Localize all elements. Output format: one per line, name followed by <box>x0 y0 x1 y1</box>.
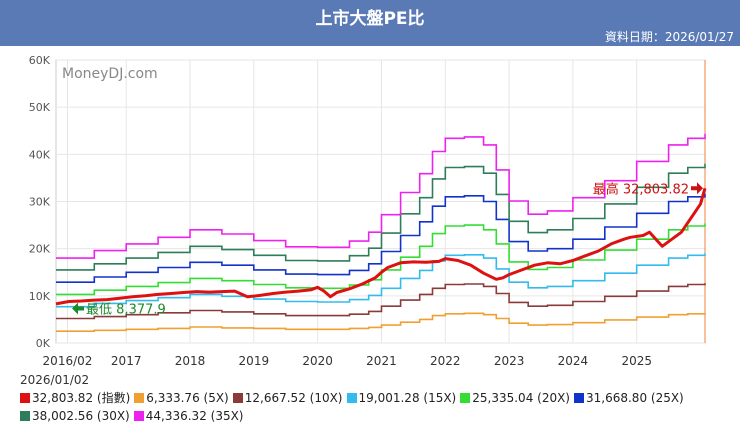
y-tick-label: 20K <box>29 243 51 256</box>
y-tick-label: 10K <box>29 290 51 303</box>
index-line <box>55 187 707 306</box>
max-annotation-label: 最高 32,803.82 <box>593 181 689 197</box>
y-tick-label: 0K <box>36 337 51 350</box>
series-line-38-002-56-30X <box>56 163 706 271</box>
chart-legend: 32,803.82 (指數) 6,333.76 (5X) 12,667.52 (10… <box>20 389 735 425</box>
legend-swatch <box>232 393 243 403</box>
legend-swatch <box>20 393 30 403</box>
legend-item[interactable]: 6,333.76 (5X) <box>134 389 229 407</box>
legend-item[interactable]: 38,002.56 (30X) <box>20 407 130 425</box>
legend-label: 44,336.32 (35X) <box>145 409 244 423</box>
legend-label: 31,668.80 (25X) <box>586 391 684 405</box>
pe-chart: 0K 10K 20K 30K 40K 50K 60K 2016/02 2017 2018 2019… <box>29 54 707 368</box>
legend-item[interactable]: 12,667.52 (10X) <box>232 389 343 407</box>
min-arrow-icon <box>72 302 85 315</box>
legend-item[interactable]: 25,335.04 (20X) <box>460 389 570 407</box>
series-line-19-001-28-15X <box>56 253 706 308</box>
start-date-label: 2026/01/02 <box>20 373 90 387</box>
legend-label: 19,001.28 (15X) <box>358 391 457 405</box>
series-line-25-335-04-20X <box>56 223 706 296</box>
x-tick-label: 2017 <box>111 354 142 368</box>
x-tick-label: 2025 <box>621 354 652 368</box>
y-tick-label: 30K <box>29 196 51 209</box>
x-tick-label: 2018 <box>175 354 206 368</box>
legend-label: 12,667.52 (10X) <box>244 391 343 405</box>
x-tick-label: 2023 <box>494 354 525 368</box>
legend-swatch <box>134 393 145 403</box>
legend-swatch <box>20 411 30 421</box>
legend-item[interactable]: 31,668.80 (25X) <box>574 389 684 407</box>
series-line-31-668-80-25X <box>56 193 706 283</box>
y-tick-label: 50K <box>29 101 51 114</box>
chart-watermark: MoneyDJ.com <box>62 66 158 82</box>
legend-swatch <box>460 393 471 403</box>
y-tick-label: 60K <box>29 54 51 67</box>
x-tick-label: 2016/02 <box>43 354 93 368</box>
max-arrow-icon <box>691 182 703 195</box>
legend-label: 25,335.04 (20X) <box>472 391 570 405</box>
x-tick-label: 2024 <box>558 354 589 368</box>
page-title: 上市大盤PE比 <box>315 9 425 29</box>
legend-item[interactable]: 44,336.32 (35X) <box>133 407 244 425</box>
legend-item[interactable]: 19,001.28 (15X) <box>346 389 457 407</box>
min-annotation-label: 最低 8,377.9 <box>86 302 166 317</box>
legend-label: 38,002.56 (30X) <box>32 409 130 423</box>
data-date: 資料日期：2026/01/27 <box>604 30 734 44</box>
series-line-44-336-32-35X <box>56 133 706 259</box>
y-tick-label: 40K <box>29 148 51 161</box>
legend-swatch <box>346 393 357 403</box>
series-line-12-667-52-10X <box>56 283 706 320</box>
series-line-6-333-76-5X <box>56 312 706 332</box>
x-tick-label: 2022 <box>430 354 461 368</box>
x-tick-label: 2021 <box>366 354 397 368</box>
legend-swatch <box>133 411 144 421</box>
header-bar: 上市大盤PE比 資料日期：2026/01/27 <box>0 0 740 46</box>
legend-item[interactable]: 32,803.82 (指數) <box>20 389 130 407</box>
x-tick-label: 2019 <box>239 354 270 368</box>
legend-swatch <box>574 393 584 403</box>
x-tick-label: 2020 <box>302 354 333 368</box>
legend-label: 6,333.76 (5X) <box>146 391 229 405</box>
legend-label: 32,803.82 (指數) <box>32 391 131 405</box>
